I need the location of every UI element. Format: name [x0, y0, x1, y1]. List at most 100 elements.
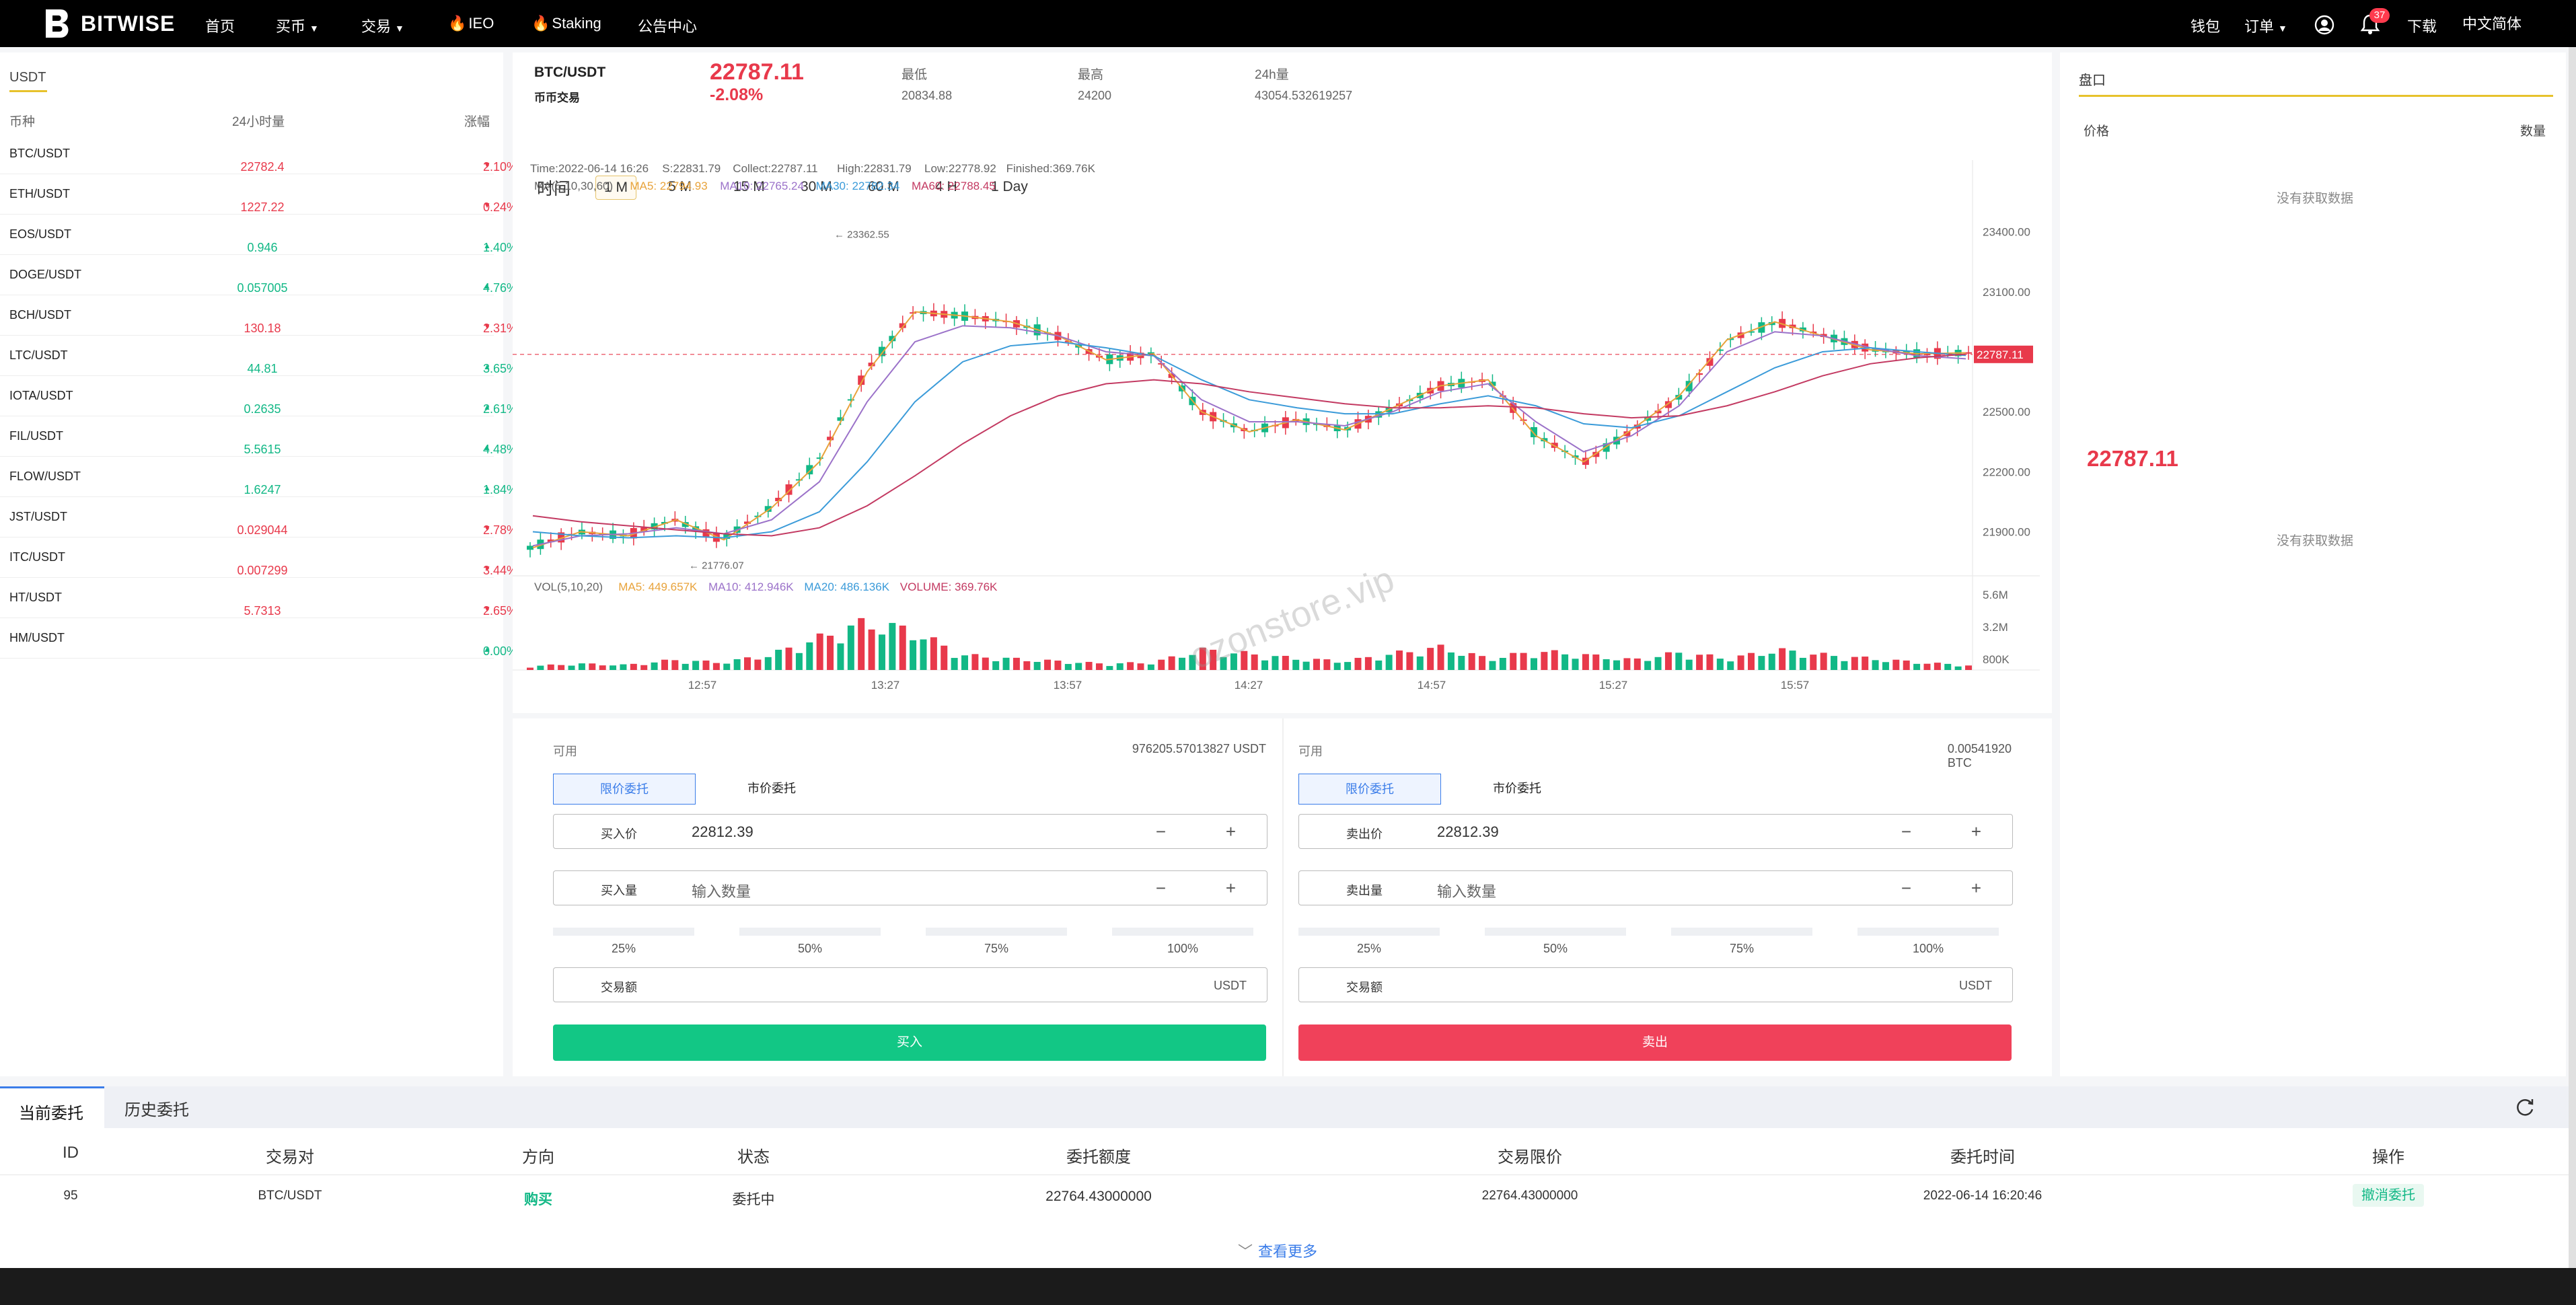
sell-pct-25-label[interactable]: 25% — [1356, 942, 1382, 955]
x-tick-label: 15:57 — [1781, 679, 1810, 692]
buy-pct-50-bar[interactable] — [739, 928, 881, 936]
sell-pct-50-label[interactable]: 50% — [1543, 942, 1568, 955]
nav-trade[interactable]: 交易 ▼ — [361, 15, 404, 36]
candle-body — [1654, 410, 1662, 414]
page-scrollbar[interactable] — [2569, 47, 2576, 1268]
timeframe-1day[interactable]: 1 Day — [991, 179, 1028, 194]
chevron-down-icon: ▼ — [309, 23, 319, 34]
market-row[interactable]: DOGE/USDT 0.057005 ▲ 4.76% — [0, 254, 517, 295]
market-row[interactable]: FLOW/USDT 1.6247 ▲ 1.84% — [0, 456, 517, 497]
user-icon[interactable] — [2314, 15, 2334, 35]
nav-language[interactable]: 中文简体 — [2462, 15, 2522, 32]
buy-price-field[interactable]: 买入价 22812.39 − + — [553, 814, 1267, 849]
sell-pct-100-label[interactable]: 100% — [1912, 942, 1944, 955]
sell-amount-increment-button[interactable]: + — [1971, 878, 1981, 898]
buy-amount-decrement-button[interactable]: − — [1155, 878, 1166, 898]
market-row[interactable]: BTC/USDT 22782.4 ▼ 2.10% — [0, 133, 517, 174]
buy-market-order-tab[interactable]: 市价委托 — [747, 782, 796, 795]
kline-chart[interactable]: Time:2022-06-14 16:26 S:22831.79 Collect:2… — [513, 160, 2052, 698]
candle-body — [1716, 349, 1724, 351]
buy-amount-increment-button[interactable]: + — [1225, 878, 1236, 898]
volume-bar — [1116, 663, 1124, 670]
volume-bar — [744, 657, 751, 670]
market-row[interactable]: BCH/USDT 130.18 ▼ 2.31% — [0, 295, 517, 336]
market-row[interactable]: LTC/USDT 44.81 ▲ 3.65% — [0, 335, 517, 376]
sell-amount-decrement-button[interactable]: − — [1901, 878, 1911, 898]
buy-pct-25-label[interactable]: 25% — [611, 942, 636, 955]
buy-pct-75-bar[interactable] — [926, 928, 1067, 936]
buy-pct-75-label[interactable]: 75% — [984, 942, 1009, 955]
sell-price-field[interactable]: 卖出价 22812.39 − + — [1298, 814, 2013, 849]
market-row[interactable]: FIL/USDT 5.5615 ▲ 4.48% — [0, 416, 517, 457]
timeframe-1m[interactable]: 1 M — [595, 176, 637, 200]
trade-panel: 可用 976205.57013827 USDT 限价委托 市价委托 买入价 22… — [513, 718, 2052, 1076]
volume-bar — [630, 663, 637, 670]
market-row[interactable]: HM/USDT ▲ 0.00% — [0, 618, 517, 659]
brand-name[interactable]: BITWISE — [81, 11, 176, 36]
nav-buy-coin[interactable]: 买币 ▼ — [276, 15, 319, 36]
timeframe-5m[interactable]: 5 M — [668, 179, 692, 194]
nav-staking[interactable]: 🔥 Staking — [531, 15, 601, 32]
x-tick-label: 15:27 — [1599, 679, 1628, 692]
sell-amount-input[interactable]: 输入数量 — [1437, 883, 1497, 900]
orders-tab-history[interactable]: 历史委托 — [124, 1101, 189, 1119]
buy-price-decrement-button[interactable]: − — [1155, 821, 1166, 842]
buy-price-increment-button[interactable]: + — [1225, 821, 1236, 842]
sell-price-decrement-button[interactable]: − — [1901, 821, 1911, 842]
nav-ieo-label: IEO — [468, 15, 494, 32]
cancel-order-button[interactable]: 撤消委托 — [2353, 1184, 2424, 1207]
order-book-title[interactable]: 盘口 — [2079, 73, 2106, 88]
market-row[interactable]: ETH/USDT 1227.22 ▼ 0.24% — [0, 174, 517, 215]
market-pair: BCH/USDT — [9, 308, 72, 322]
volume-bar — [1789, 650, 1796, 670]
refresh-icon[interactable] — [2513, 1096, 2536, 1119]
volume-bar — [1344, 662, 1352, 670]
timeframe-30m[interactable]: 30 M — [801, 179, 832, 194]
market-row[interactable]: EOS/USDT 0.946 ▲ 1.40% — [0, 214, 517, 255]
buy-price-input[interactable]: 22812.39 — [692, 823, 753, 840]
nav-download[interactable]: 下载 — [2407, 18, 2437, 35]
buy-limit-order-tab[interactable]: 限价委托 — [553, 774, 696, 805]
view-more-link[interactable]: ﹀ 查看更多 — [1238, 1240, 1317, 1261]
market-tab-usdt[interactable]: USDT — [9, 70, 46, 85]
volume-bar — [1179, 657, 1186, 670]
sell-market-order-tab[interactable]: 市价委托 — [1493, 782, 1541, 795]
timeframe-4h[interactable]: 4 H — [935, 179, 957, 194]
buy-button[interactable]: 买入 — [553, 1024, 1266, 1061]
sell-total-field[interactable]: 交易额 USDT — [1298, 967, 2013, 1002]
nav-ieo[interactable]: 🔥 IEO — [448, 15, 494, 32]
volume-bar — [1675, 652, 1683, 670]
timeframe-15m[interactable]: 15 M — [733, 179, 765, 194]
sell-pct-50-bar[interactable] — [1485, 928, 1626, 936]
sell-limit-order-tab[interactable]: 限价委托 — [1298, 774, 1441, 805]
nav-orders[interactable]: 订单 ▼ — [2244, 15, 2287, 36]
buy-pct-100-label[interactable]: 100% — [1167, 942, 1199, 955]
nav-home[interactable]: 首页 — [205, 18, 235, 35]
buy-amount-field[interactable]: 买入量 输入数量 − + — [553, 870, 1267, 905]
buy-pct-50-label[interactable]: 50% — [797, 942, 823, 955]
nav-announcements[interactable]: 公告中心 — [638, 18, 698, 35]
bitwise-logo-icon[interactable] — [40, 7, 74, 40]
market-row[interactable]: HT/USDT 5.7313 ▼ 2.65% — [0, 577, 517, 618]
market-row[interactable]: IOTA/USDT 0.2635 ▲ 2.61% — [0, 375, 517, 416]
buy-total-field[interactable]: 交易额 USDT — [553, 967, 1267, 1002]
timeframe-60m[interactable]: 60 M — [868, 179, 899, 194]
volume-bar — [920, 639, 927, 670]
orders-tabs-bar — [0, 1086, 2576, 1128]
sell-price-input[interactable]: 22812.39 — [1437, 823, 1499, 840]
arrow-up-icon: ▲ — [483, 241, 491, 250]
nav-wallet[interactable]: 钱包 — [2191, 18, 2221, 35]
sell-pct-75-label[interactable]: 75% — [1729, 942, 1755, 955]
sell-pct-75-bar[interactable] — [1671, 928, 1812, 936]
buy-amount-input[interactable]: 输入数量 — [692, 883, 751, 900]
sell-button[interactable]: 卖出 — [1298, 1024, 2012, 1061]
buy-pct-100-bar[interactable] — [1112, 928, 1253, 936]
sell-pct-100-bar[interactable] — [1857, 928, 1999, 936]
orders-tab-current[interactable]: 当前委托 — [0, 1086, 104, 1128]
sell-pct-25-bar[interactable] — [1298, 928, 1440, 936]
sell-amount-field[interactable]: 卖出量 输入数量 − + — [1298, 870, 2013, 905]
market-row[interactable]: ITC/USDT 0.007299 ▼ 3.44% — [0, 537, 517, 578]
buy-pct-25-bar[interactable] — [553, 928, 694, 936]
market-row[interactable]: JST/USDT 0.029044 ▼ 2.78% — [0, 496, 517, 537]
sell-price-increment-button[interactable]: + — [1971, 821, 1981, 842]
